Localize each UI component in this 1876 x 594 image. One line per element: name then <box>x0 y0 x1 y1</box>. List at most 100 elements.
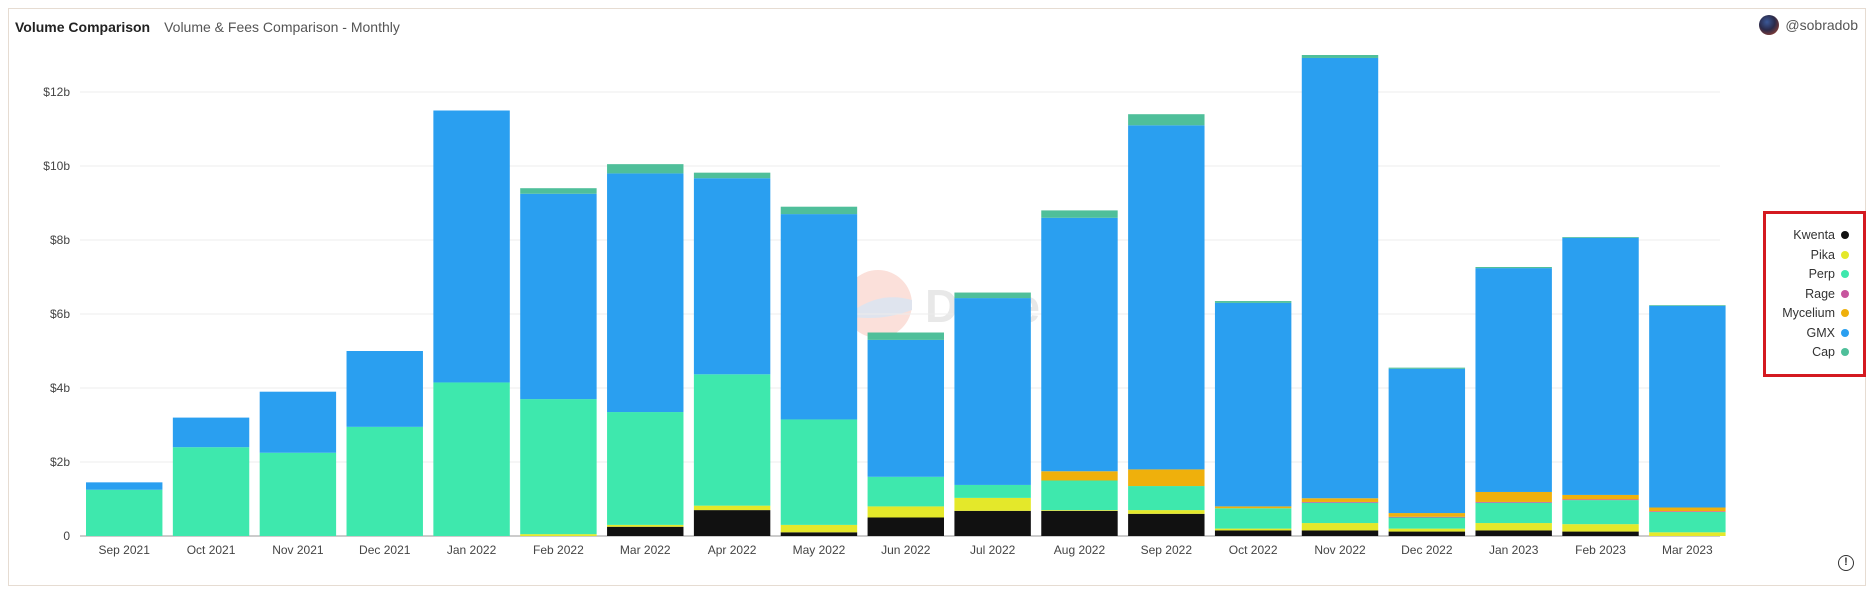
bar-segment-perp[interactable] <box>867 476 944 507</box>
bar-segment-rage[interactable] <box>1475 501 1552 503</box>
bar-segment-pika[interactable] <box>693 505 771 511</box>
legend-item-cap[interactable]: Cap <box>1812 344 1849 360</box>
bar-segment-perp[interactable] <box>954 484 1031 498</box>
bar-segment-perp[interactable] <box>172 447 250 536</box>
bar-segment-kwenta[interactable] <box>780 532 858 536</box>
bar-segment-cap[interactable] <box>1041 210 1118 218</box>
info-icon[interactable]: ! <box>1838 555 1854 571</box>
bar-segment-kwenta[interactable] <box>867 517 944 537</box>
bar-segment-cap[interactable] <box>1128 114 1205 126</box>
bar-segment-gmx[interactable] <box>1649 305 1726 508</box>
bar-segment-gmx[interactable] <box>1214 302 1292 507</box>
bar-segment-cap[interactable] <box>693 172 771 179</box>
bar-segment-perp[interactable] <box>607 412 684 525</box>
bar-segment-perp[interactable] <box>1301 502 1379 524</box>
bar-segment-kwenta[interactable] <box>1214 530 1292 536</box>
legend-item-mycelium[interactable]: Mycelium <box>1782 305 1849 321</box>
bar-segment-pika[interactable] <box>780 524 858 533</box>
bar-segment-rage[interactable] <box>1388 516 1466 518</box>
bar-segment-kwenta[interactable] <box>1041 510 1118 536</box>
bar-segment-gmx[interactable] <box>1475 268 1552 492</box>
bar-segment-mycelium[interactable] <box>1562 494 1639 500</box>
bar-segment-pika[interactable] <box>1301 523 1379 531</box>
bar-segment-gmx[interactable] <box>780 214 858 420</box>
bar-segment-perp[interactable] <box>86 489 163 536</box>
bar-segment-gmx[interactable] <box>259 391 337 453</box>
legend-item-pika[interactable]: Pika <box>1811 247 1849 263</box>
bar-segment-kwenta[interactable] <box>607 526 684 536</box>
bar-segment-mycelium[interactable] <box>1475 491 1552 502</box>
bar-segment-pika[interactable] <box>520 534 597 536</box>
bar-segment-perp[interactable] <box>259 452 337 536</box>
bar-segment-gmx[interactable] <box>1388 368 1466 514</box>
bar-segment-cap[interactable] <box>867 332 944 340</box>
bar-segment-kwenta[interactable] <box>1475 530 1552 536</box>
bar-segment-perp[interactable] <box>1562 500 1639 525</box>
bar-segment-perp[interactable] <box>346 426 423 536</box>
bar-segment-kwenta[interactable] <box>1388 531 1466 536</box>
bar-segment-perp[interactable] <box>433 382 510 536</box>
bar-segment-gmx[interactable] <box>520 193 597 400</box>
bar-segment-cap[interactable] <box>1388 367 1466 369</box>
bar-segment-perp[interactable] <box>1649 511 1726 533</box>
bar-segment-gmx[interactable] <box>433 110 510 383</box>
bar-segment-perp[interactable] <box>1388 517 1466 529</box>
bar-segment-perp[interactable] <box>693 374 771 506</box>
legend-item-rage[interactable]: Rage <box>1805 286 1849 302</box>
bar-segment-perp[interactable] <box>1041 480 1118 511</box>
bar-segment-perp[interactable] <box>1128 486 1205 511</box>
bar-segment-perp[interactable] <box>1475 502 1552 524</box>
legend-item-perp[interactable]: Perp <box>1809 266 1849 282</box>
bar-segment-mycelium[interactable] <box>1388 513 1466 517</box>
bar-segment-rage[interactable] <box>1301 501 1379 503</box>
bar-segment-perp[interactable] <box>520 399 597 535</box>
bar-segment-gmx[interactable] <box>1562 237 1639 495</box>
bar-segment-cap[interactable] <box>1475 267 1552 269</box>
bar-segment-pika[interactable] <box>1562 524 1639 532</box>
bar-segment-gmx[interactable] <box>693 178 771 375</box>
bar-segment-gmx[interactable] <box>1041 217 1118 472</box>
bar-segment-gmx[interactable] <box>346 351 423 427</box>
bar-segment-pika[interactable] <box>1041 510 1118 511</box>
bar-segment-cap[interactable] <box>607 164 684 174</box>
bar-segment-gmx[interactable] <box>86 482 163 490</box>
bar-segment-pika[interactable] <box>867 506 944 518</box>
legend-item-gmx[interactable]: GMX <box>1807 325 1849 341</box>
bar-segment-gmx[interactable] <box>607 173 684 413</box>
bar-segment-cap[interactable] <box>1649 305 1726 306</box>
bar-segment-cap[interactable] <box>1214 301 1292 303</box>
bar-segment-mycelium[interactable] <box>1041 471 1118 481</box>
bar-segment-kwenta[interactable] <box>693 510 771 536</box>
bar-segment-kwenta[interactable] <box>1128 513 1205 536</box>
bar-segment-gmx[interactable] <box>172 417 250 448</box>
bar-segment-rage[interactable] <box>1649 511 1726 512</box>
bar-segment-rage[interactable] <box>1562 499 1639 501</box>
bar-segment-gmx[interactable] <box>1301 57 1379 499</box>
bar-segment-cap[interactable] <box>1562 237 1639 238</box>
bar-segment-gmx[interactable] <box>867 339 944 477</box>
bar-segment-gmx[interactable] <box>1128 125 1205 470</box>
bar-segment-mycelium[interactable] <box>1128 469 1205 487</box>
bar-segment-perp[interactable] <box>780 419 858 525</box>
bar-segment-pika[interactable] <box>1388 528 1466 532</box>
bar-segment-perp[interactable] <box>1214 508 1292 529</box>
bar-segment-pika[interactable] <box>1475 523 1552 531</box>
bar-segment-kwenta[interactable] <box>1562 531 1639 536</box>
bar-segment-gmx[interactable] <box>954 298 1031 485</box>
legend-item-kwenta[interactable]: Kwenta <box>1793 227 1849 243</box>
bar-segment-pika[interactable] <box>1649 532 1726 536</box>
bar-segment-kwenta[interactable] <box>1301 530 1379 536</box>
bar-segment-pika[interactable] <box>954 497 1031 511</box>
bar-segment-cap[interactable] <box>780 206 858 215</box>
bar-segment-kwenta[interactable] <box>954 510 1031 536</box>
bar-segment-pika[interactable] <box>1214 528 1292 531</box>
bar-segment-pika[interactable] <box>1128 510 1205 514</box>
bar-segment-mycelium[interactable] <box>1214 506 1292 509</box>
bar-segment-cap[interactable] <box>954 292 1031 299</box>
bar-segment-pika[interactable] <box>607 524 684 527</box>
bar-segment-mycelium[interactable] <box>1301 498 1379 502</box>
author-link[interactable]: @sobradob <box>1759 15 1858 35</box>
bar-segment-mycelium[interactable] <box>1649 507 1726 512</box>
bar-segment-cap[interactable] <box>520 188 597 194</box>
bar-segment-cap[interactable] <box>1301 55 1379 58</box>
